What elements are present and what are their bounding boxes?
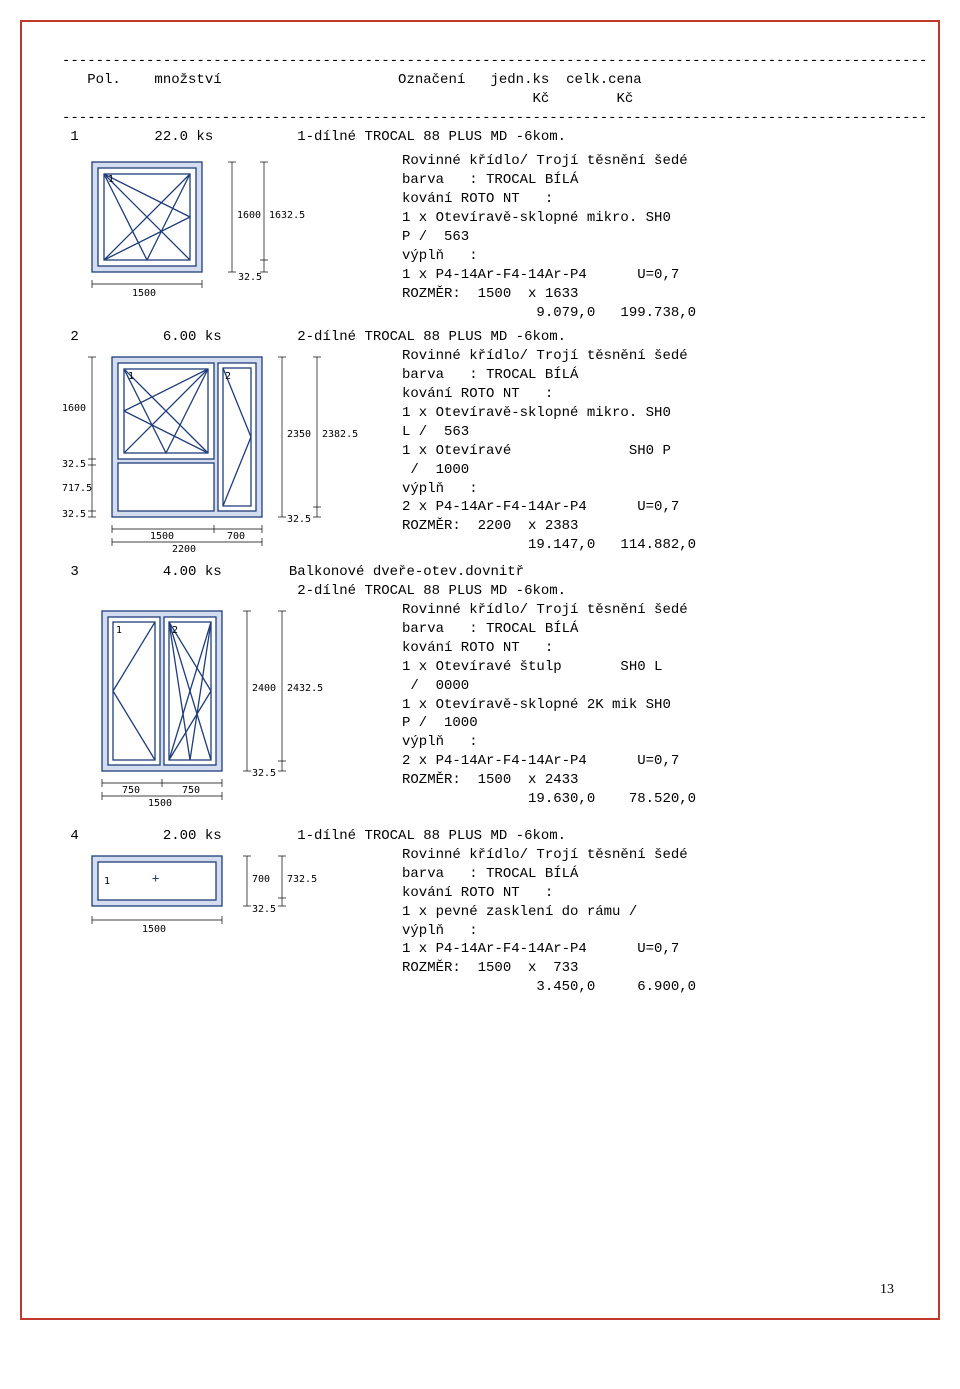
svg-text:1500: 1500: [142, 924, 166, 935]
svg-text:732.5: 732.5: [287, 874, 317, 885]
svg-text:1632.5: 1632.5: [269, 210, 305, 221]
item-spec-4: Rovinné křídlo/ Trojí těsnění šedé barva…: [402, 846, 898, 997]
svg-text:2: 2: [225, 371, 231, 382]
svg-text:750: 750: [122, 785, 140, 796]
item-row-3: 750 750 1500 2400 2432.5 32.5 1 2 Rovinn…: [62, 601, 898, 821]
svg-text:1600: 1600: [237, 210, 261, 221]
diagram-window-fixed-wide: 1 + 1500 700 732.5 32.5: [62, 846, 342, 956]
diagram-window-single: 1 1500 1600 1632.5 32.5: [62, 152, 322, 312]
svg-text:717.5: 717.5: [62, 483, 92, 494]
svg-text:2400: 2400: [252, 683, 276, 694]
svg-text:32.5: 32.5: [287, 514, 311, 525]
item-row-4: 1 + 1500 700 732.5 32.5 Rovinné křídl: [62, 846, 898, 997]
svg-text:32.5: 32.5: [62, 459, 86, 470]
item-head-1: 1 22.0 ks 1-dílné TROCAL 88 PLUS MD -6ko…: [62, 128, 898, 147]
svg-text:700: 700: [227, 531, 245, 542]
svg-text:+: +: [152, 871, 159, 885]
item-row-1: 1 1500 1600 1632.5 32.5 Rovinné křídlo/ …: [62, 152, 898, 322]
svg-text:2350: 2350: [287, 429, 311, 440]
svg-text:32.5: 32.5: [252, 768, 276, 779]
svg-text:32.5: 32.5: [62, 509, 86, 520]
svg-text:2382.5: 2382.5: [322, 429, 358, 440]
item-spec-1: Rovinné křídlo/ Trojí těsnění šedé barva…: [402, 152, 898, 322]
svg-text:1: 1: [128, 371, 134, 382]
svg-text:1600: 1600: [62, 403, 86, 414]
item-spec-3: Rovinné křídlo/ Trojí těsnění šedé barva…: [402, 601, 898, 809]
svg-text:32.5: 32.5: [252, 904, 276, 915]
item-head-4: 4 2.00 ks 1-dílné TROCAL 88 PLUS MD -6ko…: [62, 827, 898, 846]
svg-text:1500: 1500: [150, 531, 174, 542]
diagram-window-two-uneven: 1600 32.5 717.5 32.5 1500 700 2200: [62, 347, 362, 557]
svg-text:1: 1: [108, 174, 114, 185]
item-head-2: 2 6.00 ks 2-dílné TROCAL 88 PLUS MD -6ko…: [62, 328, 898, 347]
page-number: 13: [880, 1282, 894, 1298]
svg-text:700: 700: [252, 874, 270, 885]
item-spec-2: Rovinné křídlo/ Trojí těsnění šedé barva…: [402, 347, 898, 555]
svg-text:1500: 1500: [132, 288, 156, 299]
item-head-3: 3 4.00 ks Balkonové dveře-otev.dovnitř 2…: [62, 563, 898, 601]
svg-text:2432.5: 2432.5: [287, 683, 323, 694]
svg-text:2200: 2200: [172, 544, 196, 555]
svg-text:32.5: 32.5: [238, 272, 262, 283]
svg-text:1: 1: [104, 876, 110, 887]
item-row-2: 1600 32.5 717.5 32.5 1500 700 2200: [62, 347, 898, 557]
svg-text:750: 750: [182, 785, 200, 796]
svg-text:2: 2: [172, 625, 178, 636]
diagram-door-two: 750 750 1500 2400 2432.5 32.5 1 2: [62, 601, 342, 821]
svg-text:1500: 1500: [148, 798, 172, 809]
svg-text:1: 1: [116, 625, 122, 636]
table-header: ----------------------------------------…: [62, 52, 898, 128]
